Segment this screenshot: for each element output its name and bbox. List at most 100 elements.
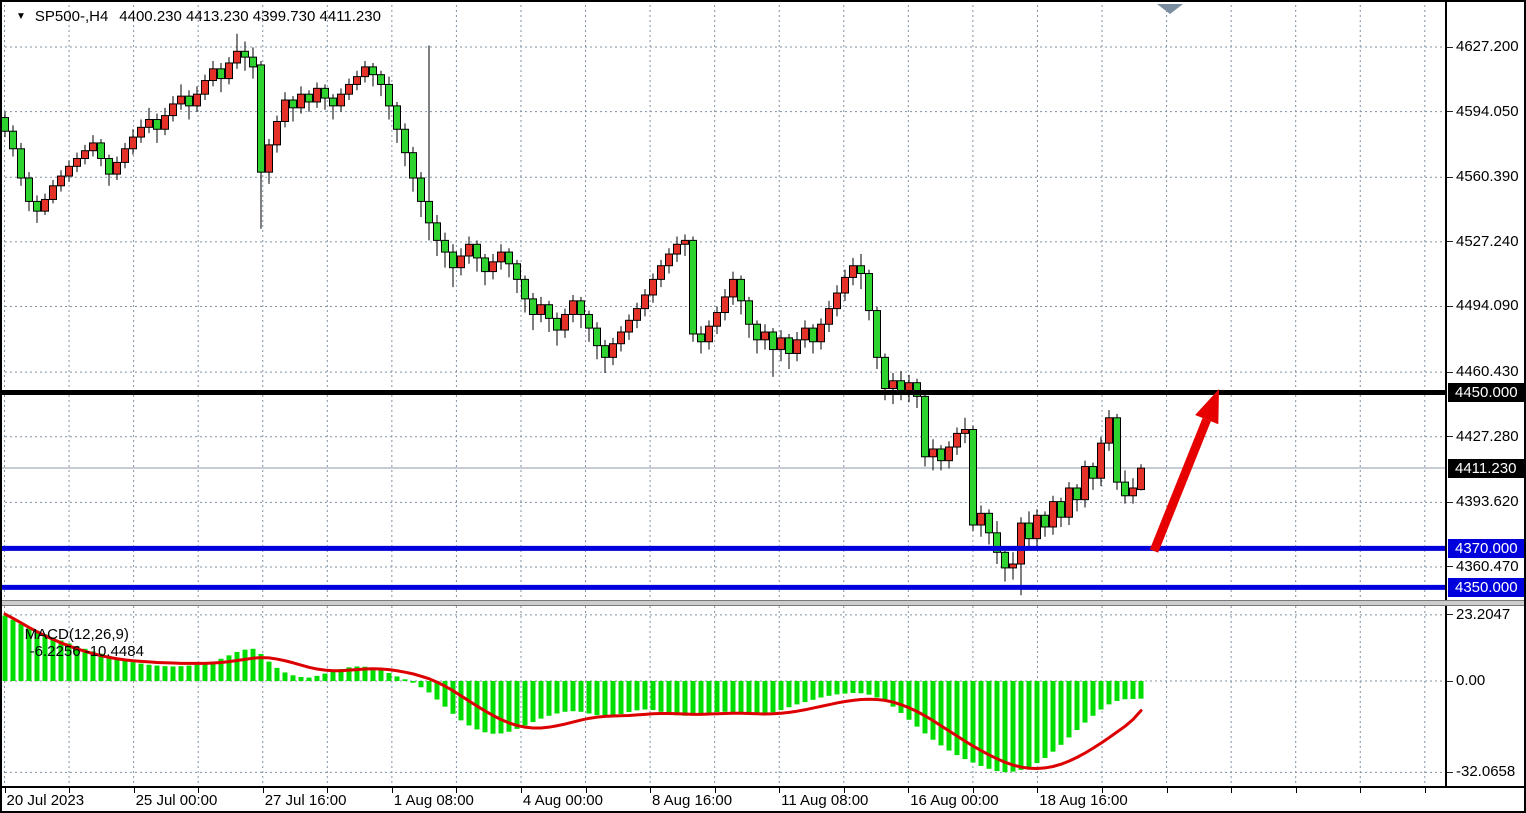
candle xyxy=(1113,417,1121,483)
price-chart-canvas[interactable] xyxy=(0,0,1445,600)
candle xyxy=(281,99,289,122)
candle xyxy=(9,130,17,150)
candle xyxy=(425,200,433,224)
macd-bar xyxy=(986,681,992,769)
time-axis-tick xyxy=(1102,788,1104,793)
candle xyxy=(753,323,761,341)
candle xyxy=(1033,514,1041,540)
candle xyxy=(841,276,849,294)
macd-bar xyxy=(794,681,800,705)
macd-bar xyxy=(674,681,680,716)
macd-bar xyxy=(1106,681,1112,705)
candle xyxy=(1073,487,1081,501)
macd-bar xyxy=(178,666,184,681)
candle xyxy=(121,148,129,163)
macd-bar xyxy=(314,675,320,681)
candle xyxy=(593,327,601,347)
candle xyxy=(737,278,745,302)
candle xyxy=(745,300,753,325)
macd-bar xyxy=(298,677,304,681)
candle xyxy=(1129,487,1137,497)
candle xyxy=(705,325,713,343)
macd-bar xyxy=(66,643,72,681)
macd-bar xyxy=(50,637,56,681)
price-axis-tick xyxy=(1447,566,1453,568)
time-axis-label: 11 Aug 08:00 xyxy=(781,792,869,809)
candle xyxy=(73,158,81,167)
time-axis-label: 4 Aug 00:00 xyxy=(522,792,603,809)
macd-bar xyxy=(1138,681,1144,699)
candle xyxy=(1009,563,1017,569)
price-axis-tick xyxy=(1447,241,1453,243)
macd-bar xyxy=(578,681,584,712)
candle xyxy=(1105,417,1113,444)
macd-bar xyxy=(234,651,240,681)
candle xyxy=(601,345,609,358)
candle xyxy=(1057,501,1065,518)
ohlc-values: 4400.230 4413.230 4399.730 4411.230 xyxy=(119,7,381,25)
time-axis-tick xyxy=(1295,788,1297,793)
macd-bar xyxy=(1130,681,1136,699)
macd-bar xyxy=(962,681,968,760)
macd-bar xyxy=(1026,681,1032,768)
macd-bar xyxy=(618,681,624,715)
macd-bar xyxy=(642,681,648,710)
macd-axis-tick xyxy=(1447,614,1453,616)
candle xyxy=(889,380,897,390)
candle xyxy=(1089,466,1097,479)
candle xyxy=(481,257,489,273)
trend-arrow-head[interactable] xyxy=(1195,389,1219,425)
macd-bar xyxy=(18,623,24,681)
candle xyxy=(65,165,73,177)
macd-bar xyxy=(130,662,136,681)
candle xyxy=(321,87,329,99)
price-badge: 4411.230 xyxy=(1448,458,1526,478)
price-axis-label: 4527.240 xyxy=(1456,232,1519,250)
candle xyxy=(385,83,393,107)
macd-bar xyxy=(322,673,328,681)
macd-bar xyxy=(226,655,232,681)
time-axis-label: 8 Aug 16:00 xyxy=(652,792,733,809)
time-axis-tick xyxy=(1360,788,1362,793)
candle xyxy=(945,446,953,462)
macd-bar xyxy=(506,681,512,732)
time-axis-tick xyxy=(585,788,587,793)
macd-bar xyxy=(722,681,728,712)
chart-menu-icon[interactable]: ▼ xyxy=(16,10,26,22)
candle xyxy=(313,87,321,103)
macd-bar xyxy=(466,681,472,726)
macd-bar xyxy=(442,681,448,707)
candle xyxy=(1049,501,1057,528)
time-axis-tick xyxy=(843,788,845,793)
macd-bar xyxy=(418,681,424,688)
macd-bar xyxy=(1066,681,1072,738)
candle xyxy=(1065,487,1073,518)
time-axis-tick xyxy=(520,788,522,793)
macd-bar xyxy=(1042,681,1048,758)
macd-bar xyxy=(386,673,392,681)
candle xyxy=(241,50,249,58)
macd-bar xyxy=(1114,681,1120,701)
macd-bar xyxy=(666,681,672,714)
time-axis-tick xyxy=(327,788,329,793)
price-axis: 4627.200 4594.050 4560.390 4527.240 4494.090… xyxy=(1445,0,1526,786)
trend-arrow-shaft[interactable] xyxy=(1149,417,1211,553)
candles-layer xyxy=(1,33,1145,596)
price-axis-label: 4360.470 xyxy=(1456,557,1519,575)
time-axis-tick xyxy=(1166,788,1168,793)
macd-histogram-layer xyxy=(2,615,1144,773)
candle xyxy=(993,532,1001,553)
candle xyxy=(937,448,945,462)
time-axis-tick xyxy=(908,788,910,793)
macd-canvas[interactable] xyxy=(0,606,1445,786)
candle xyxy=(161,115,169,130)
macd-bar xyxy=(338,669,344,681)
macd-bar xyxy=(370,667,376,681)
macd-bar xyxy=(266,661,272,681)
bar-shift-marker-icon[interactable] xyxy=(1157,4,1183,14)
price-axis-tick xyxy=(1447,436,1453,438)
macd-bar xyxy=(154,665,160,681)
price-badge: 4350.000 xyxy=(1448,577,1526,597)
macd-bar xyxy=(610,681,616,716)
panel-divider[interactable] xyxy=(0,600,1526,606)
